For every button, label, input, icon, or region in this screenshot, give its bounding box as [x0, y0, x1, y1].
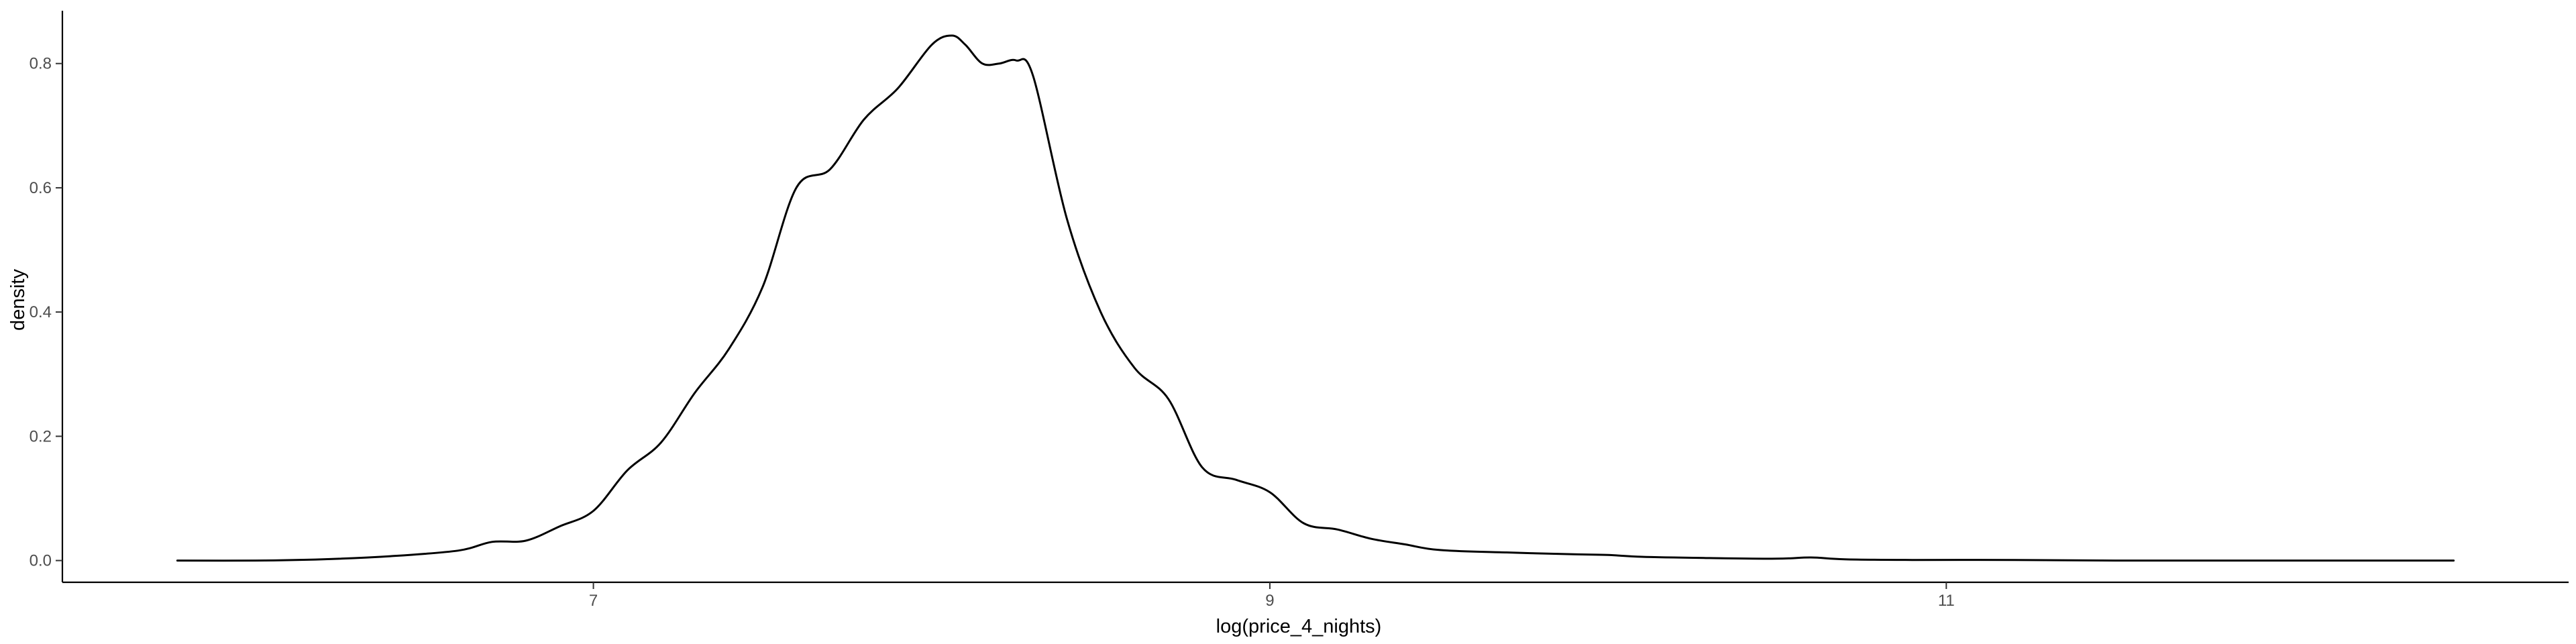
ticks: 7 9 11 0.0 0.2 0.4 0.6 0.8: [30, 55, 1955, 610]
y-tick-label: 0.2: [30, 427, 52, 445]
x-axis-title: log(price_4_nights): [1216, 616, 1382, 637]
y-axis-title: density: [7, 269, 29, 331]
y-tick-label: 0.4: [30, 303, 52, 321]
x-tick-label: 7: [589, 592, 598, 610]
axes: [61, 11, 2569, 584]
y-tick-label: 0.0: [30, 552, 52, 570]
x-tick-label: 9: [1265, 592, 1274, 610]
x-tick-label: 11: [1938, 592, 1955, 610]
y-tick-label: 0.6: [30, 179, 52, 197]
y-tick-label: 0.8: [30, 55, 52, 73]
density-curve: [176, 34, 2455, 562]
axis-titles: log(price_4_nights) density: [7, 269, 1381, 637]
series: [176, 34, 2455, 562]
